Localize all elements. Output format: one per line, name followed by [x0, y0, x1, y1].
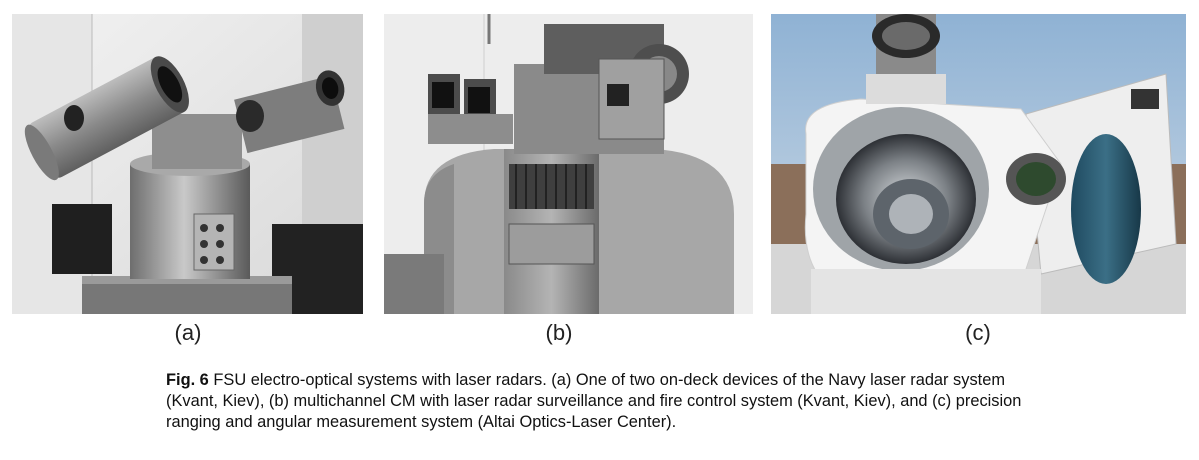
photo-panel-a [12, 14, 363, 314]
panel-a-label: (a) [174, 320, 202, 345]
figure-caption: Fig. 6 FSU electro-optical systems with … [166, 370, 1046, 433]
photo-c-device [771, 14, 1186, 314]
panel-b-label: (b) [545, 320, 573, 345]
caption-text: FSU electro-optical systems with laser r… [166, 371, 1022, 431]
photo-b-device [384, 14, 753, 314]
photo-panel-b [384, 14, 753, 314]
panel-c-label: (c) [965, 320, 991, 345]
photo-panel-c [771, 14, 1186, 314]
photo-a-device [12, 14, 363, 314]
figure-number: Fig. 6 [166, 371, 209, 389]
